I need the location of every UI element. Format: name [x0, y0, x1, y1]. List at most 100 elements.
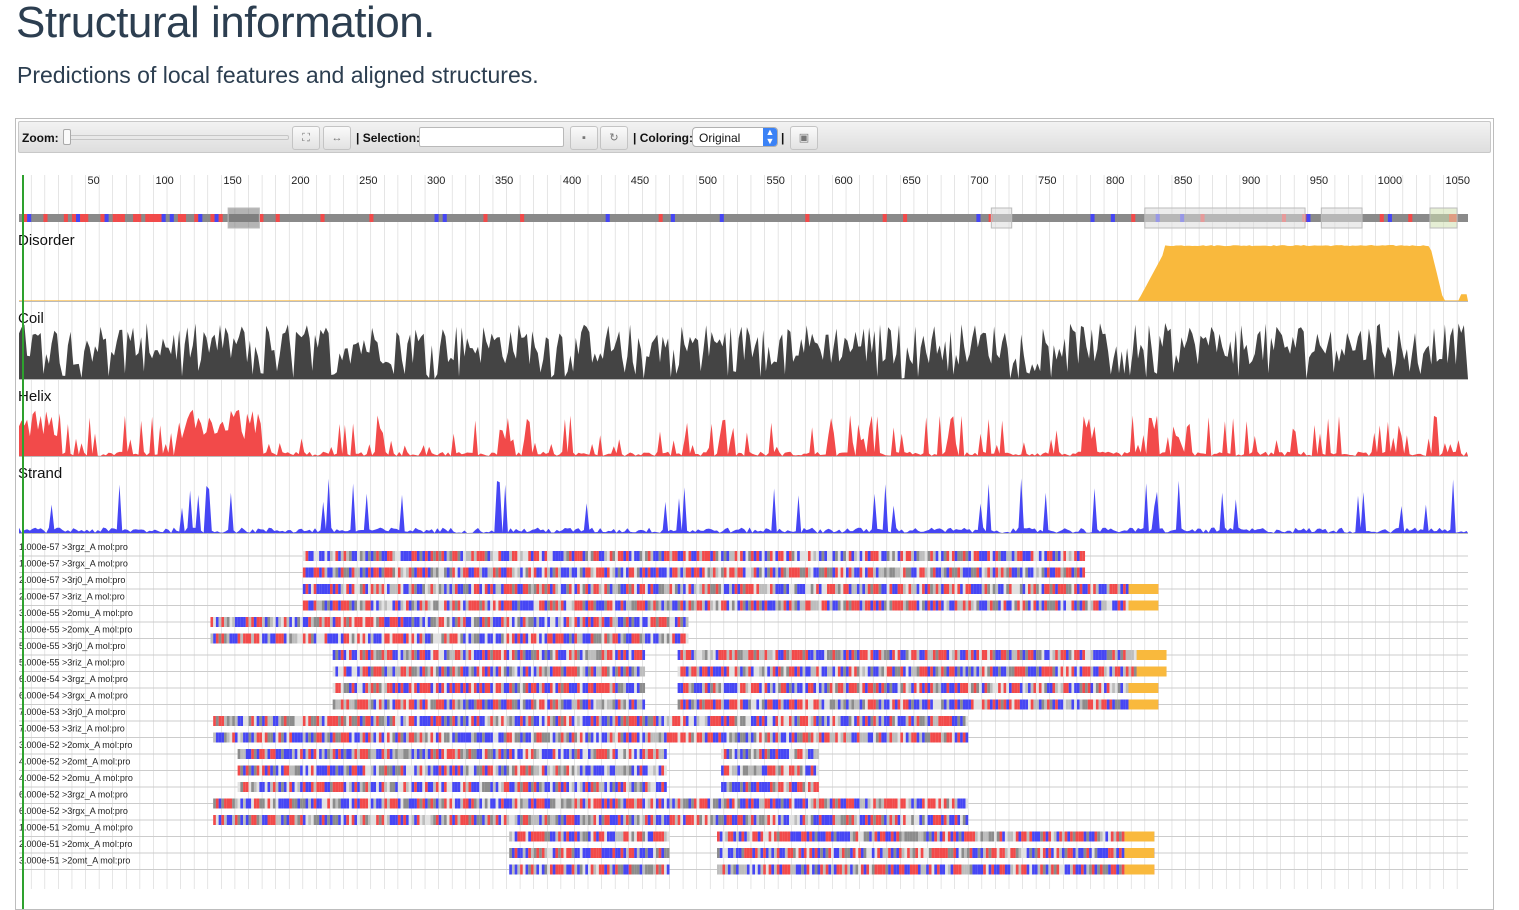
alignment-residue [808, 733, 811, 743]
alignment-residue [316, 733, 319, 743]
alignment-residue [382, 782, 385, 792]
alignment-residue [629, 667, 632, 677]
alignment-residue [1039, 650, 1042, 660]
alignment-residue [257, 766, 260, 776]
alignment-residue [642, 782, 645, 792]
alignment-residue [295, 733, 298, 743]
alignment-residue [553, 733, 556, 743]
alignment-residue [596, 584, 599, 594]
alignment-residue [759, 749, 762, 759]
alignment-residue [1101, 667, 1104, 677]
alignment-residue [466, 700, 469, 710]
alignment-residue [634, 815, 637, 825]
alignment-residue [724, 799, 727, 809]
alignment-residue [463, 733, 466, 743]
alignment-residue [995, 601, 998, 611]
alignment-residue [243, 617, 246, 627]
alignment-residue [501, 782, 504, 792]
alignment-residue [471, 667, 474, 677]
alignment-residue [306, 617, 309, 627]
alignment-residue [420, 766, 423, 776]
alignment-residue [1001, 650, 1004, 660]
alignment-residue [569, 551, 572, 561]
alignment-residue [430, 733, 433, 743]
alignment-residue [591, 782, 594, 792]
alignment-residue [363, 634, 366, 644]
alignment-residue [526, 832, 529, 842]
alignment-residue [797, 766, 800, 776]
alignment-residue [365, 667, 368, 677]
alignment-residue [794, 799, 797, 809]
alignment-residue [327, 766, 330, 776]
overview-highlight-region[interactable] [1430, 208, 1457, 228]
alignment-residue [507, 749, 510, 759]
alignment-residue [531, 650, 534, 660]
overview-highlight-region[interactable] [1145, 208, 1305, 228]
alignment-residue [498, 634, 501, 644]
alignment-residue [827, 700, 830, 710]
alignment-residue [379, 749, 382, 759]
alignment-residue [213, 617, 216, 627]
alignment-residue [550, 700, 553, 710]
alignment-residue [860, 733, 863, 743]
alignment-residue [797, 716, 800, 726]
alignment-residue [789, 568, 792, 578]
alignment-residue [493, 815, 496, 825]
alignment-residue [566, 617, 569, 627]
alignment-residue [816, 584, 819, 594]
alignment-residue [862, 683, 865, 693]
alignment-residue [941, 733, 944, 743]
alignment-residue [922, 568, 925, 578]
alignment-residue [784, 716, 787, 726]
alignment-residue [830, 716, 833, 726]
overview-residue-mark [1380, 214, 1384, 222]
alignment-residue [642, 815, 645, 825]
alignment-residue [460, 782, 463, 792]
alignment-residue [240, 766, 243, 776]
alignment-residue [781, 766, 784, 776]
alignment-residue [564, 601, 567, 611]
overview-highlight-region[interactable] [228, 208, 259, 228]
alignment-residue [566, 667, 569, 677]
overview-highlight-region[interactable] [991, 208, 1011, 228]
alignment-residue [482, 799, 485, 809]
alignment-residue [911, 700, 914, 710]
alignment-residue [311, 749, 314, 759]
alignment-residue [748, 766, 751, 776]
alignment-residue [862, 733, 865, 743]
alignment-residue [341, 749, 344, 759]
alignment-residue [732, 700, 735, 710]
alignment-residue [925, 700, 928, 710]
alignment-residue [645, 551, 648, 561]
alignment-residue [593, 650, 596, 660]
alignment-residue [316, 601, 319, 611]
alignment-residue [583, 733, 586, 743]
alignment-residue [463, 617, 466, 627]
alignment-residue [531, 551, 534, 561]
alignment-residue [729, 584, 732, 594]
overview-highlight-region[interactable] [1321, 208, 1362, 228]
alignment-residue [650, 551, 653, 561]
alignment-residue [653, 832, 656, 842]
alignment-residue [746, 700, 749, 710]
alignment-residue [735, 601, 738, 611]
alignment-residue [349, 601, 352, 611]
alignment-residue [1036, 683, 1039, 693]
alignment-residue [221, 815, 224, 825]
alignment-residue [754, 766, 757, 776]
alignment-residue [824, 815, 827, 825]
alignment-residue [417, 799, 420, 809]
alignment-residue [1029, 832, 1032, 842]
alignment-residue [955, 667, 958, 677]
alignment-residue [843, 584, 846, 594]
alignment-residue [746, 716, 749, 726]
alignment-residue [1013, 832, 1016, 842]
alignment-residue [346, 568, 349, 578]
alignment-residue [403, 551, 406, 561]
alignment-residue [569, 683, 572, 693]
alignment-residue [775, 683, 778, 693]
alignment-residue [300, 716, 303, 726]
alignment-residue [637, 551, 640, 561]
alignment-residue [903, 683, 906, 693]
alignment-residue [1025, 551, 1028, 561]
